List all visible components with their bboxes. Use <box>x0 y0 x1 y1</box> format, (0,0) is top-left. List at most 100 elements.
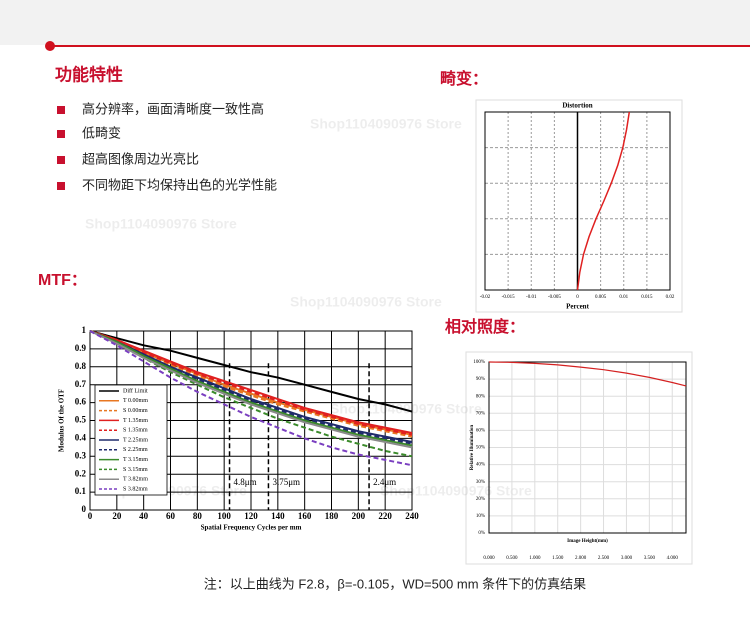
series-line <box>89 330 413 413</box>
features-title: 功能特性 <box>55 64 123 84</box>
x-tick-label: 80 <box>193 511 203 521</box>
x-tick-label: 60 <box>166 511 176 521</box>
bullet <box>57 130 65 138</box>
y-tick-label: 1 <box>82 325 87 335</box>
feature-item: 高分辨率，画面清晰度一致性高 <box>82 101 264 116</box>
legend-label: S 0.00mm <box>123 408 148 414</box>
top-bar <box>0 0 750 45</box>
y-axis-label: Modulus Of the OTF <box>58 389 66 452</box>
legend-label: S 1.35mm <box>123 428 148 434</box>
heading: 相对照度： <box>445 317 525 336</box>
note: 注：以上曲线为 F2.8，β=-0.105，WD=500 mm 条件下的仿真结果 <box>204 576 586 591</box>
x-tick-label: -0.02 <box>480 295 491 300</box>
legend-label: S 3.15mm <box>123 467 148 473</box>
x-axis-label: Image Height(mm) <box>567 539 608 544</box>
annotation-label: 2.4μm <box>373 477 396 487</box>
annotation-label: 4.8μm <box>234 477 257 487</box>
x-tick-label: -0.015 <box>502 295 515 300</box>
x-axis-label: Spatial Frequency Cycles per mm <box>201 524 302 532</box>
x-tick-label: 0.500 <box>506 556 518 561</box>
y-tick-label: 0.3 <box>75 450 87 460</box>
y-tick-label: 70% <box>476 411 485 416</box>
x-tick-label: 2.000 <box>575 556 587 561</box>
x-tick-label: 160 <box>298 511 312 521</box>
series-line <box>89 330 413 447</box>
y-tick-label: 0.9 <box>75 343 87 353</box>
x-tick-label: 240 <box>405 511 419 521</box>
divider-dot <box>45 41 55 51</box>
series-line <box>89 330 413 435</box>
x-tick-label: 4.000 <box>667 556 679 561</box>
y-tick-label: 80% <box>476 394 485 399</box>
x-tick-label: 140 <box>271 511 285 521</box>
heading: 畸变： <box>440 69 488 88</box>
y-tick-label: 0.2 <box>75 468 87 478</box>
x-tick-label: 220 <box>378 511 392 521</box>
bullet <box>57 106 65 114</box>
x-tick-label: 40 <box>139 511 149 521</box>
y-tick-label: 0% <box>478 531 485 536</box>
legend-label: T 1.35mm <box>123 418 148 424</box>
y-tick-label: 90% <box>476 377 485 382</box>
y-tick-label: 0.1 <box>75 486 87 496</box>
x-tick-label: 3.500 <box>644 556 656 561</box>
heading: MTF： <box>38 272 87 289</box>
plot-frame <box>488 361 687 534</box>
chart-frame <box>475 99 683 313</box>
x-tick-label: 0.015 <box>641 295 653 300</box>
y-axis-label: Relative Illumination <box>470 425 475 471</box>
plot-frame <box>89 330 413 511</box>
y-tick-label: 0.8 <box>75 361 87 371</box>
feature-item: 超高图像周边光亮比 <box>82 151 199 166</box>
watermark: Shop1104090976 Store <box>85 216 237 232</box>
watermark: Shop1104090976 Store <box>330 401 482 417</box>
series-line <box>576 111 631 291</box>
feature-item: 不同物距下均保持出色的光学性能 <box>82 177 277 192</box>
x-tick-label: 20 <box>112 511 122 521</box>
y-tick-label: 0.6 <box>75 397 87 407</box>
legend-label: S 3.82mm <box>123 486 148 492</box>
series-line <box>89 330 413 449</box>
x-tick-label: 1.000 <box>529 556 541 561</box>
watermark: Shop1104090976 Store <box>380 483 532 499</box>
y-tick-label: 20% <box>476 497 485 502</box>
legend-label: Diff Limit <box>123 387 148 394</box>
y-tick-label: 50% <box>476 446 485 451</box>
watermark: Shop1104090976 Store <box>310 116 462 132</box>
x-tick-label: 100 <box>217 511 231 521</box>
chart-title: Distortion <box>562 102 592 110</box>
y-tick-label: 0.5 <box>75 415 87 425</box>
legend-label: T 3.15mm <box>123 457 148 463</box>
x-tick-label: 120 <box>244 511 258 521</box>
watermark: Shop1104090976 Store <box>290 294 442 310</box>
series-line <box>89 330 413 436</box>
x-tick-label: 1.500 <box>552 556 564 561</box>
x-tick-label: 0.01 <box>619 295 628 300</box>
bullet <box>57 156 65 164</box>
series-line <box>89 330 413 443</box>
x-tick-label: -0.005 <box>548 295 561 300</box>
legend-label: S 2.25mm <box>123 447 148 453</box>
legend-label: T 3.82mm <box>123 477 148 483</box>
series-line <box>488 361 687 387</box>
y-tick-label: 0.7 <box>75 379 87 389</box>
annotation-label: 3.75μm <box>272 477 300 487</box>
bullet <box>57 182 65 190</box>
y-tick-label: 60% <box>476 429 485 434</box>
y-tick-label: 0 <box>82 504 87 514</box>
y-tick-label: 10% <box>476 514 485 519</box>
y-tick-label: 40% <box>476 463 485 468</box>
x-tick-label: 0.02 <box>666 295 675 300</box>
x-tick-label: 3.000 <box>621 556 633 561</box>
y-tick-label: 30% <box>476 480 485 485</box>
series-line <box>89 330 413 467</box>
chart-frame <box>465 351 693 565</box>
x-tick-label: 0.005 <box>595 295 607 300</box>
x-tick-label: 0 <box>576 295 579 300</box>
x-tick-label: -0.01 <box>526 295 537 300</box>
y-tick-label: 100% <box>473 360 485 365</box>
legend-label: T 0.00mm <box>123 398 148 404</box>
x-tick-label: 0 <box>88 511 93 521</box>
x-axis-label: Percent <box>566 303 589 311</box>
